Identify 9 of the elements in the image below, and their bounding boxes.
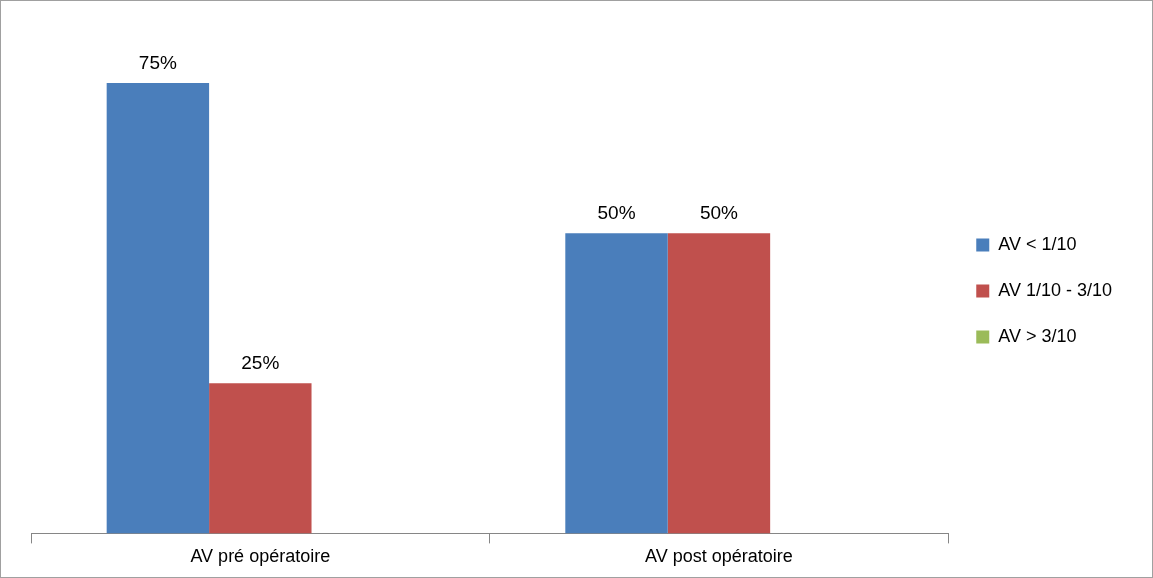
legend-label: AV 1/10 - 3/10 [998, 279, 1113, 300]
legend-label: AV < 1/10 [998, 233, 1077, 254]
data-label: 75% [138, 51, 178, 73]
data-label: 50% [699, 201, 739, 223]
data-label: 25% [241, 352, 280, 374]
x-tick-label: AV post opératoire [645, 546, 793, 567]
x-tick-label: AV pré opératoire [190, 546, 331, 567]
data-label: 50% [597, 201, 636, 223]
legend-label: AV > 3/10 [998, 325, 1077, 346]
